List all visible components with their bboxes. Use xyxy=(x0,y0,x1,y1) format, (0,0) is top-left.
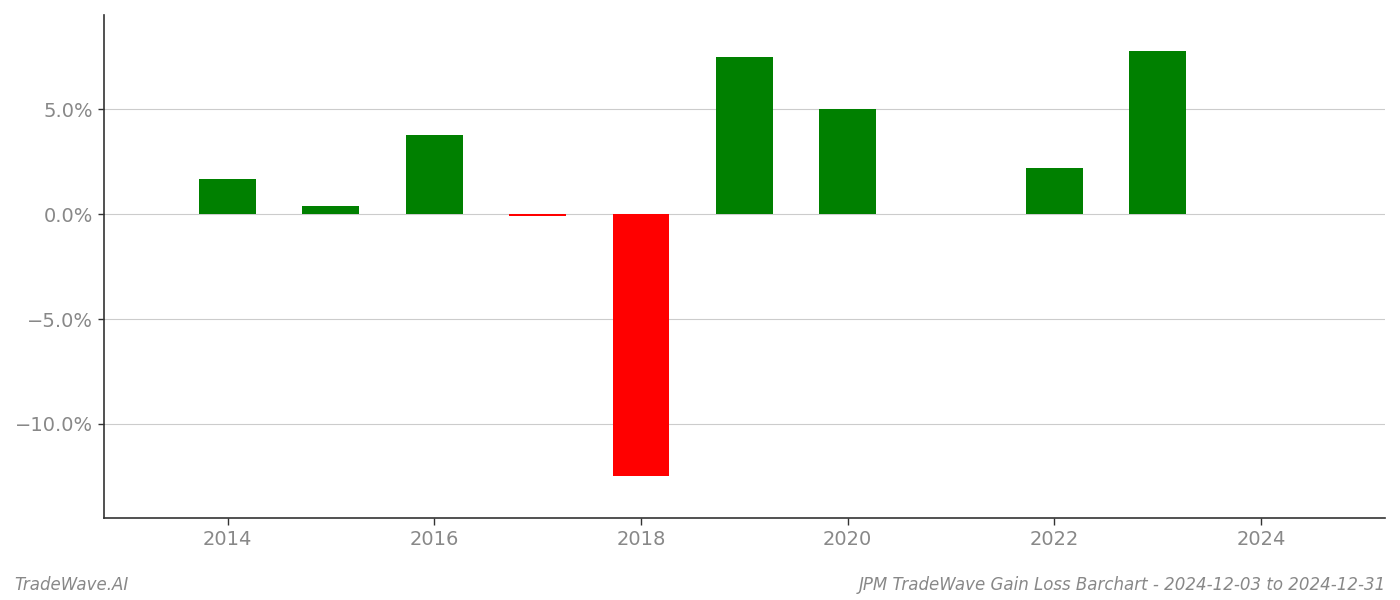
Bar xyxy=(1026,168,1082,214)
Bar xyxy=(199,179,256,214)
Text: JPM TradeWave Gain Loss Barchart - 2024-12-03 to 2024-12-31: JPM TradeWave Gain Loss Barchart - 2024-… xyxy=(858,576,1386,594)
Text: TradeWave.AI: TradeWave.AI xyxy=(14,576,129,594)
Bar xyxy=(406,134,462,214)
Bar xyxy=(510,214,566,216)
Bar xyxy=(1130,50,1186,214)
Bar xyxy=(715,57,773,214)
Bar xyxy=(613,214,669,476)
Bar xyxy=(302,206,360,214)
Bar xyxy=(819,109,876,214)
